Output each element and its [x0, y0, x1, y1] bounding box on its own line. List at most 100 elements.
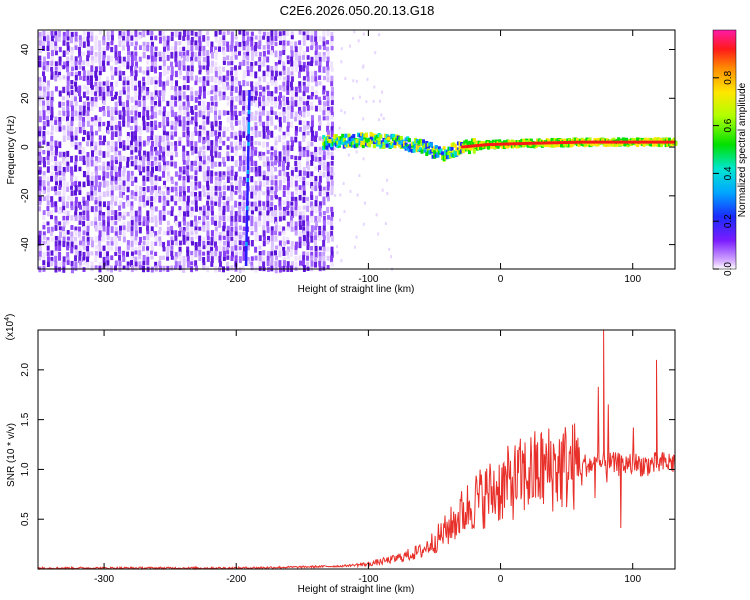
spectrogram-cell: [238, 235, 242, 240]
spectrogram-cell: [58, 71, 62, 78]
spectrogram-cell: [658, 141, 662, 146]
spectrogram-cell: [274, 261, 278, 267]
spectrogram-cell: [282, 260, 286, 267]
spectrogram-cell: [254, 100, 258, 108]
spectrogram-cell: [194, 181, 198, 187]
spectrogram-cell: [310, 255, 314, 262]
spectrogram-cell: [142, 175, 146, 182]
spectrogram-cell: [458, 146, 462, 151]
spectrogram-cell: [270, 171, 274, 178]
spectrogram-cell: [242, 206, 246, 212]
spectrogram-cell: [353, 30, 356, 34]
spectrogram-cell: [182, 156, 186, 162]
spectrogram-cell: [142, 70, 146, 75]
spectrogram-cell: [58, 170, 62, 176]
y-tick-label: 20: [20, 92, 31, 104]
spectrogram-cell: [138, 221, 142, 226]
spectrogram-cell: [266, 221, 270, 227]
spectrogram-cell: [170, 141, 174, 147]
spectrogram-cell: [202, 145, 206, 150]
spectrogram-cell: [170, 161, 174, 167]
spectrogram-cell: [178, 265, 182, 271]
spectrogram-cell: [82, 51, 86, 56]
spectrogram-cell: [62, 31, 66, 37]
spectrogram-cell: [426, 145, 430, 150]
spectrogram-cell: [206, 205, 210, 211]
spectrogram-cell: [290, 206, 294, 214]
spectrogram-cell: [306, 145, 310, 152]
spectrogram-cell: [154, 120, 158, 126]
spectrogram-cell: [282, 226, 286, 233]
spectrogram-cell: [482, 141, 486, 146]
spectrogram-cell: [166, 256, 170, 261]
spectrogram-cell: [250, 231, 254, 236]
spectrogram-cell: [126, 136, 130, 141]
spectrogram-cell: [314, 225, 318, 231]
spectrogram-cell: [298, 231, 302, 237]
spectrogram-cell: [94, 170, 98, 178]
spectrogram-cell: [86, 191, 90, 197]
spectrogram-cell: [186, 225, 190, 231]
spectrogram-cell: [234, 70, 238, 76]
spectrogram-cell: [198, 246, 202, 252]
spectrogram-cell: [246, 198, 249, 202]
spectrogram-cell: [134, 51, 138, 57]
spectrogram-cell: [242, 146, 246, 152]
spectrogram-cell: [138, 201, 142, 209]
spectrogram-cell: [222, 95, 226, 101]
spectrogram-cell: [242, 235, 246, 242]
spectrogram-cell: [310, 106, 314, 111]
spectrogram-cell: [78, 150, 82, 155]
spectrogram-cell: [62, 40, 66, 46]
spectrogram-cell: [238, 46, 242, 51]
spectrogram-cell: [218, 235, 222, 242]
spectrogram-cell: [114, 146, 118, 152]
spectrogram-cell: [158, 176, 162, 182]
spectrogram-cell: [142, 195, 146, 202]
spectrogram-cell: [234, 255, 238, 262]
spectrogram-cell: [318, 181, 322, 189]
spectrogram-cell: [343, 111, 346, 115]
spectrogram-cell: [134, 225, 138, 231]
spectrogram-cell: [290, 66, 294, 71]
spectrogram-cell: [294, 60, 298, 67]
spectrogram-cell: [278, 200, 282, 208]
spectrogram-cell: [334, 194, 337, 198]
spectrogram-cell: [198, 226, 202, 231]
chart-title: C2E6.2026.050.20.13.G18: [280, 3, 435, 18]
spectrogram-cell: [314, 231, 318, 239]
spectrogram-cell: [130, 41, 134, 47]
spectrogram-cell: [182, 95, 186, 100]
spectrogram-cell: [242, 90, 246, 98]
spectrogram-cell: [322, 135, 326, 140]
spectrogram-cell: [326, 76, 330, 83]
spectrogram-cell: [250, 81, 254, 88]
spectrogram-cell: [407, 148, 411, 153]
spectrogram-cell: [258, 76, 262, 83]
spectrogram-cell: [182, 51, 186, 58]
spectrogram-cell: [70, 246, 74, 254]
spectrogram-cell: [366, 142, 370, 147]
spectrogram-cell: [194, 141, 198, 148]
spectrogram-cell: [226, 156, 230, 162]
spectrogram-cell: [146, 55, 150, 60]
spectrogram-cell: [238, 225, 242, 231]
spectrogram-cell: [330, 220, 334, 228]
spectrogram-cell: [326, 70, 330, 76]
spectrogram-cell: [294, 91, 298, 97]
spectrogram-cell: [38, 31, 42, 39]
spectrogram-cell: [594, 142, 598, 147]
spectrogram-cell: [106, 210, 110, 217]
spectrogram-cell: [162, 36, 166, 42]
spectrogram-cell: [330, 180, 334, 187]
spectrogram-cell: [302, 166, 306, 174]
spectrogram-cell: [202, 265, 206, 270]
spectrogram-cell: [78, 181, 82, 188]
spectrogram-cell: [166, 80, 170, 86]
spectrogram-cell: [274, 205, 278, 212]
spectrogram-cell: [158, 36, 162, 44]
spectrogram-cell: [302, 91, 306, 97]
spectrogram-cell: [262, 225, 266, 231]
spectrogram-cell: [174, 201, 178, 206]
spectrogram-cell: [342, 181, 345, 185]
